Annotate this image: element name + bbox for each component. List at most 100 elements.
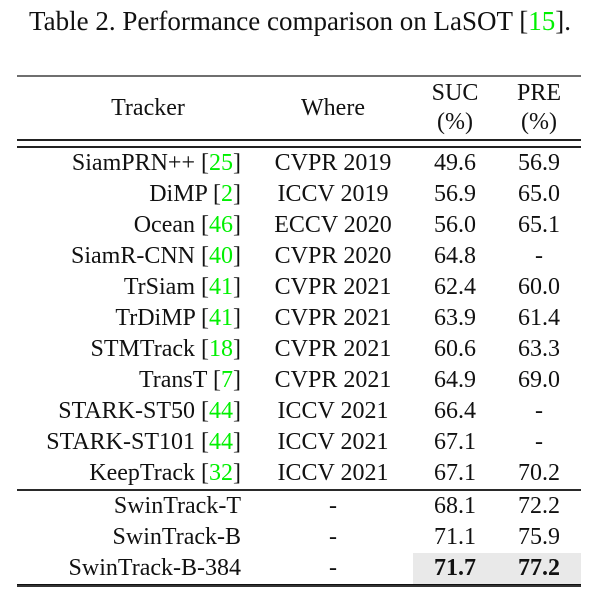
suc-cell: 68.1 bbox=[434, 493, 476, 519]
suc-cell: 64.8 bbox=[434, 243, 476, 269]
citation-link[interactable]: 46 bbox=[209, 212, 233, 238]
text-part: ] bbox=[233, 429, 241, 455]
pre-cell: - bbox=[535, 398, 543, 424]
tracker-cell: TrSiam [41] bbox=[17, 272, 253, 303]
table-row: SwinTrack-B - 71.1 75.9 bbox=[17, 522, 581, 553]
citation-link[interactable]: 41 bbox=[209, 274, 233, 300]
header-suc-label: SUC bbox=[431, 80, 479, 106]
text-part: SwinTrack-T bbox=[113, 493, 241, 519]
pre-cell: 70.2 bbox=[518, 460, 560, 486]
text-part: ]. bbox=[555, 6, 571, 36]
where-cell: CVPR 2021 bbox=[274, 274, 392, 300]
text-part: Ocean [ bbox=[133, 212, 209, 238]
text-part: STARK-ST50 [ bbox=[58, 398, 209, 424]
pre-cell: 65.1 bbox=[518, 212, 560, 238]
text-part: SiamR-CNN [ bbox=[71, 243, 209, 269]
citation-link[interactable]: 7 bbox=[221, 367, 233, 393]
pre-cell: 56.9 bbox=[518, 150, 560, 176]
where-cell: ICCV 2021 bbox=[277, 398, 389, 424]
text-part: SwinTrack-B-384 bbox=[68, 555, 241, 581]
where-cell: ICCV 2019 bbox=[277, 181, 389, 207]
table-row: STMTrack [18] CVPR 2021 60.6 63.3 bbox=[17, 334, 581, 365]
text-part: ] bbox=[233, 305, 241, 331]
pre-cell: - bbox=[535, 429, 543, 455]
suc-cell: 60.6 bbox=[434, 336, 476, 362]
header-suc: SUC (%) bbox=[413, 79, 497, 137]
suc-cell: 62.4 bbox=[434, 274, 476, 300]
suc-cell: 66.4 bbox=[434, 398, 476, 424]
where-cell: CVPR 2021 bbox=[274, 367, 392, 393]
text-part: ] bbox=[233, 181, 241, 207]
table-row: STARK-ST101 [44] ICCV 2021 67.1 - bbox=[17, 427, 581, 458]
citation-link[interactable]: 32 bbox=[209, 460, 233, 486]
pre-cell: 60.0 bbox=[518, 274, 560, 300]
table-row: SwinTrack-T - 68.1 72.2 bbox=[17, 491, 581, 522]
tracker-cell: SwinTrack-B-384 bbox=[17, 553, 253, 584]
where-cell: CVPR 2021 bbox=[274, 305, 392, 331]
suc-cell: 67.1 bbox=[434, 460, 476, 486]
citation-link[interactable]: 2 bbox=[221, 181, 233, 207]
header-double-rule bbox=[17, 139, 581, 148]
table-caption: Table 2. Performance comparison on LaSOT… bbox=[0, 6, 600, 37]
table-row: SiamPRN++ [25] CVPR 2019 49.6 56.9 bbox=[17, 148, 581, 179]
text-part: ] bbox=[233, 336, 241, 362]
tracker-cell: TrDiMP [41] bbox=[17, 303, 253, 334]
header-suc-unit: (%) bbox=[437, 109, 473, 135]
text-part: ] bbox=[233, 398, 241, 424]
text-part: SwinTrack-B bbox=[112, 524, 241, 550]
text-part: ] bbox=[233, 274, 241, 300]
header-where: Where bbox=[253, 94, 413, 123]
tracker-cell: TransT [7] bbox=[17, 365, 253, 396]
tracker-cell: SwinTrack-B bbox=[17, 522, 253, 553]
tracker-cell: SiamPRN++ [25] bbox=[17, 148, 253, 179]
tracker-cell: SwinTrack-T bbox=[17, 491, 253, 522]
table-row: TransT [7] CVPR 2021 64.9 69.0 bbox=[17, 365, 581, 396]
where-cell: CVPR 2020 bbox=[274, 243, 392, 269]
table-top-rule bbox=[17, 75, 581, 77]
tracker-cell: STMTrack [18] bbox=[17, 334, 253, 365]
table-bottom-rule bbox=[17, 584, 581, 587]
text-part: TrDiMP [ bbox=[115, 305, 209, 331]
table-row: TrSiam [41] CVPR 2021 62.4 60.0 bbox=[17, 272, 581, 303]
suc-cell: 49.6 bbox=[434, 150, 476, 176]
header-where-label: Where bbox=[301, 94, 365, 121]
section-divider-rule bbox=[17, 489, 581, 491]
suc-cell: 56.9 bbox=[434, 181, 476, 207]
tracker-cell: SiamR-CNN [40] bbox=[17, 241, 253, 272]
table-row: STARK-ST50 [44] ICCV 2021 66.4 - bbox=[17, 396, 581, 427]
citation-link[interactable]: 44 bbox=[209, 429, 233, 455]
tracker-cell: Ocean [46] bbox=[17, 210, 253, 241]
table-row: TrDiMP [41] CVPR 2021 63.9 61.4 bbox=[17, 303, 581, 334]
text-part: ] bbox=[233, 460, 241, 486]
text-part: SiamPRN++ [ bbox=[71, 150, 209, 176]
text-part: ] bbox=[233, 243, 241, 269]
where-cell: - bbox=[329, 524, 337, 550]
pre-cell: 75.9 bbox=[518, 524, 560, 550]
citation-link[interactable]: 44 bbox=[209, 398, 233, 424]
where-cell: ICCV 2021 bbox=[277, 460, 389, 486]
table-header-row: Tracker Where SUC (%) PRE (%) bbox=[17, 77, 581, 139]
table-row: Ocean [46] ECCV 2020 56.0 65.1 bbox=[17, 210, 581, 241]
citation-link[interactable]: 25 bbox=[209, 150, 233, 176]
citation-link[interactable]: 18 bbox=[209, 336, 233, 362]
table-body: SiamPRN++ [25] CVPR 2019 49.6 56.9 DiMP … bbox=[17, 148, 581, 584]
citation-link[interactable]: 40 bbox=[209, 243, 233, 269]
suc-cell: 71.7 bbox=[413, 553, 497, 584]
table-row: DiMP [2] ICCV 2019 56.9 65.0 bbox=[17, 179, 581, 210]
citation-link[interactable]: 41 bbox=[209, 305, 233, 331]
text-part: ] bbox=[233, 212, 241, 238]
text-part: Table 2. Performance comparison on LaSOT… bbox=[29, 6, 529, 36]
pre-cell: 77.2 bbox=[497, 553, 581, 584]
pre-cell: 69.0 bbox=[518, 367, 560, 393]
pre-cell: 65.0 bbox=[518, 181, 560, 207]
header-pre-unit: (%) bbox=[521, 109, 557, 135]
text-part: TrSiam [ bbox=[123, 274, 209, 300]
header-tracker: Tracker bbox=[17, 94, 253, 123]
table-row: SwinTrack-B-384 - 71.7 77.2 bbox=[17, 553, 581, 584]
suc-cell: 63.9 bbox=[434, 305, 476, 331]
tracker-cell: STARK-ST101 [44] bbox=[17, 427, 253, 458]
citation-link[interactable]: 15 bbox=[528, 6, 556, 36]
header-pre-label: PRE bbox=[516, 80, 561, 106]
suc-cell: 67.1 bbox=[434, 429, 476, 455]
pre-cell: 72.2 bbox=[518, 493, 560, 519]
